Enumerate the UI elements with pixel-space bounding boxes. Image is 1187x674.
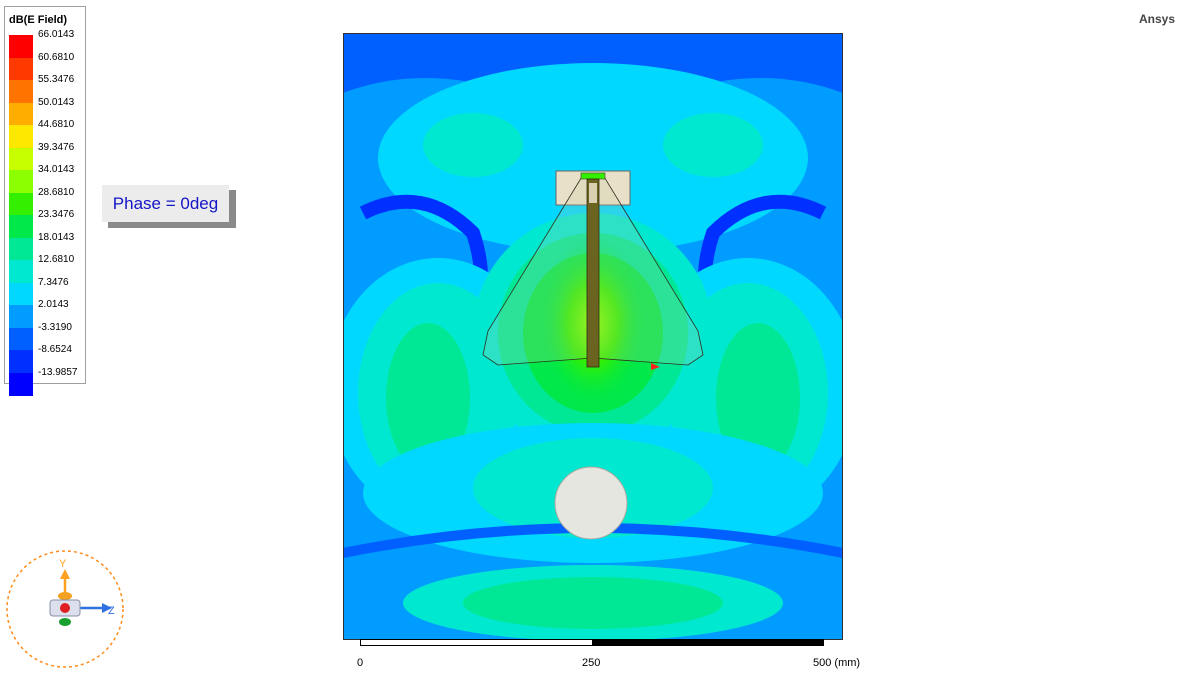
legend-swatch	[9, 35, 33, 58]
legend-swatch	[9, 102, 33, 126]
legend-swatch	[9, 237, 33, 261]
legend-swatch	[9, 125, 33, 148]
field-plot[interactable]	[343, 33, 843, 640]
legend-swatch	[9, 80, 33, 103]
brand-logo: Ansys	[1138, 12, 1175, 26]
legend-label: 7.3476	[38, 276, 69, 288]
legend-swatch	[9, 215, 33, 238]
phase-label-text: Phase = 0deg	[112, 193, 219, 213]
legend-swatch	[9, 350, 33, 373]
legend-label: 2.0143	[38, 299, 69, 310]
legend-swatch	[9, 192, 33, 216]
axis-y-label: Y	[59, 558, 67, 570]
legend-swatch	[9, 170, 33, 193]
legend-label: 44.6810	[38, 119, 75, 130]
legend-label: -8.6524	[38, 344, 72, 355]
legend-label: 39.3476	[38, 141, 75, 153]
legend-label: 66.0143	[38, 29, 75, 40]
field-legend: dB(E Field) 66.0143 60.6810 55.3476 50.0143…	[4, 6, 86, 396]
legend-label: 12.6810	[38, 254, 75, 265]
scale-tick-0: 0	[357, 657, 364, 669]
legend-swatch	[9, 147, 33, 171]
legend-label: -13.9857	[38, 366, 78, 378]
legend-label: 34.0143	[38, 164, 75, 175]
scale-bar-first-half	[360, 639, 593, 646]
legend-swatch	[9, 305, 33, 328]
legend-swatch	[9, 327, 33, 351]
axis-z-label: Z	[108, 605, 115, 617]
legend-swatch	[9, 260, 33, 283]
phase-label[interactable]: Phase = 0deg	[101, 184, 229, 222]
legend-swatch	[9, 282, 33, 306]
legend-label: 23.3476	[38, 209, 75, 220]
scale-bar-second-half	[593, 639, 824, 646]
legend-title: dB(E Field)	[9, 14, 68, 26]
legend-label: 28.6810	[38, 186, 75, 198]
legend-label: 18.0143	[38, 231, 75, 243]
legend-label: 60.6810	[38, 51, 75, 63]
axis-orientation-icon[interactable]: Y Z	[4, 549, 126, 669]
scale-tick-500: 500 (mm)	[813, 657, 861, 669]
legend-label: 55.3476	[38, 74, 75, 85]
scale-tick-250: 250	[582, 657, 601, 669]
legend-label: 50.0143	[38, 96, 75, 108]
legend-swatch	[9, 57, 33, 81]
legend-swatch	[9, 372, 33, 396]
legend-label: -3.3190	[38, 321, 72, 333]
